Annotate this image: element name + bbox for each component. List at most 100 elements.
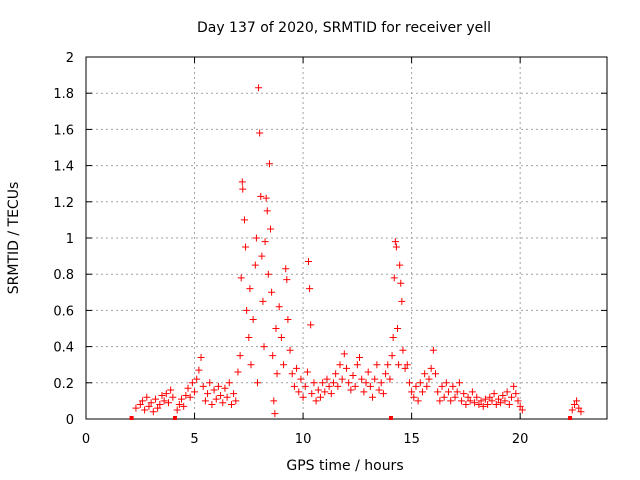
data-point [334, 382, 342, 390]
x-tick-label: 10 [295, 432, 312, 447]
data-point [497, 399, 505, 407]
data-point [149, 408, 157, 416]
data-point [349, 372, 357, 380]
data-point [353, 361, 361, 369]
data-point [390, 274, 398, 282]
data-point [219, 399, 227, 407]
data-point [412, 382, 420, 390]
data-point [494, 395, 502, 403]
data-point [332, 370, 340, 378]
data-point [384, 361, 392, 369]
data-point [269, 352, 277, 360]
y-tick-label: 0.4 [53, 341, 74, 356]
data-point [214, 382, 222, 390]
data-point [499, 391, 507, 399]
data-point [252, 234, 260, 242]
data-point [242, 243, 250, 251]
data-point [501, 397, 509, 405]
data-point [193, 375, 201, 383]
x-axis-title: GPS time / hours [286, 458, 403, 474]
data-point [399, 346, 407, 354]
tick-labels: 00.20.40.60.811.21.41.61.820 5 10 15 20 [53, 51, 528, 447]
data-point [360, 388, 368, 396]
data-point [258, 252, 266, 260]
data-point [259, 297, 267, 305]
data-point [271, 410, 279, 418]
x-tick-label: 0 [82, 432, 90, 447]
data-point [243, 306, 251, 314]
x-tick-label: 15 [403, 432, 420, 447]
data-point [466, 397, 474, 405]
y-tick-label: 1.2 [53, 196, 74, 211]
data-point [395, 361, 403, 369]
data-point [392, 243, 400, 251]
data-point [401, 364, 409, 372]
data-point [132, 404, 140, 412]
data-point [455, 379, 463, 387]
data-point [396, 261, 404, 269]
data-point [232, 397, 240, 405]
data-point [369, 393, 377, 401]
data-point [267, 225, 275, 233]
data-point [477, 397, 485, 405]
data-point [468, 388, 476, 396]
data-point [391, 238, 399, 246]
data-point [236, 352, 244, 360]
data-point [263, 207, 271, 215]
data-point [303, 368, 311, 376]
data-point [257, 192, 265, 200]
data-point [436, 397, 444, 405]
data-point [345, 379, 353, 387]
data-point [438, 382, 446, 390]
data-point [261, 238, 269, 246]
data-point [507, 393, 515, 401]
data-point [486, 393, 494, 401]
data-point [451, 393, 459, 401]
data-point [366, 382, 374, 390]
data-point [319, 379, 327, 387]
data-point [492, 401, 500, 409]
data-point [160, 397, 168, 405]
data-point [462, 401, 470, 409]
data-point [239, 185, 247, 193]
data-point [414, 397, 422, 405]
data-point [199, 382, 207, 390]
data-point [398, 297, 406, 305]
data-point [410, 393, 418, 401]
data-point [295, 388, 303, 396]
data-point [197, 353, 205, 361]
x-tick-label: 5 [190, 432, 198, 447]
data-point [447, 397, 455, 405]
data-point [308, 390, 316, 398]
data-point [389, 416, 394, 420]
data-point [445, 388, 453, 396]
data-point [503, 388, 511, 396]
data-point [180, 402, 188, 410]
data-point [188, 379, 196, 387]
data-point [518, 406, 526, 414]
data-point [141, 406, 149, 414]
data-point [312, 397, 320, 405]
data-point [423, 382, 431, 390]
data-point [265, 160, 273, 168]
data-point [460, 390, 468, 398]
data-point [403, 361, 411, 369]
data-point [490, 390, 498, 398]
data-point [314, 386, 322, 394]
data-point [255, 84, 263, 92]
data-point [210, 386, 218, 394]
data-point [227, 401, 235, 409]
data-point [568, 406, 576, 414]
data-point [151, 395, 159, 403]
data-point [421, 370, 429, 378]
y-tick-label: 1.8 [53, 87, 74, 102]
data-point [373, 361, 381, 369]
data-point [175, 401, 183, 409]
data-point [512, 390, 520, 398]
data-point [184, 384, 192, 392]
data-point [212, 395, 220, 403]
data-point [434, 388, 442, 396]
data-point [173, 406, 181, 414]
data-point [225, 379, 233, 387]
